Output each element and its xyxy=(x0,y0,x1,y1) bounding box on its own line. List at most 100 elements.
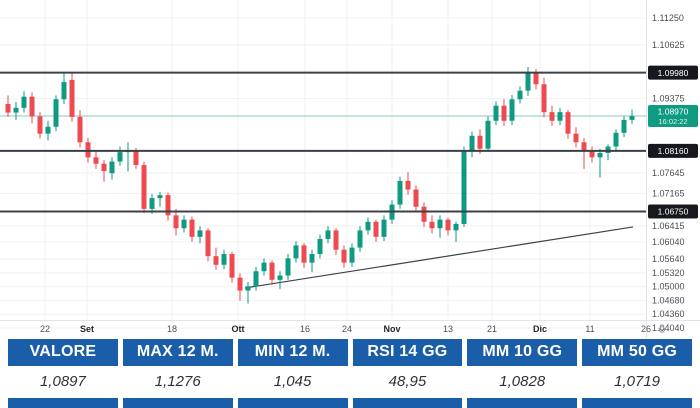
table-value-max-12m: 1,1276 xyxy=(122,366,233,398)
candle-body xyxy=(133,150,139,166)
x-axis-tick-label: Set xyxy=(80,324,94,334)
candle-down xyxy=(413,185,419,212)
candle-body xyxy=(333,230,339,250)
candle-down xyxy=(269,260,275,285)
candle-up xyxy=(109,157,115,180)
table-value-rsi-14gg: 48,95 xyxy=(352,366,463,398)
candle-body xyxy=(285,258,291,276)
candle-up xyxy=(285,254,291,280)
y-axis-tick-label: 1.11250 xyxy=(652,13,684,23)
x-axis-tick-label: Ott xyxy=(232,324,245,334)
x-axis-tick-label: Dic xyxy=(533,324,547,334)
table-value-row: 1,0897 1,1276 1,045 48,95 1,0828 1,0719 xyxy=(0,366,700,398)
y-axis-tick-label: 1.05320 xyxy=(652,268,685,278)
candle-body xyxy=(493,105,499,121)
candle-down xyxy=(37,112,43,139)
candle-body xyxy=(53,99,59,127)
candle-body xyxy=(597,152,603,158)
candle-down xyxy=(29,92,35,124)
candles xyxy=(5,67,635,304)
candle-body xyxy=(117,152,123,162)
price-level-badge xyxy=(648,143,698,158)
candle-up xyxy=(437,215,443,238)
candle-down xyxy=(93,150,99,169)
price-level-badge xyxy=(648,204,698,219)
candle-down xyxy=(405,172,411,195)
candle-up xyxy=(13,101,19,120)
candle-up xyxy=(309,249,315,273)
candle-up xyxy=(397,176,403,209)
candle-body xyxy=(325,230,331,239)
candle-body xyxy=(421,206,427,222)
x-axis-tick-label: 16 xyxy=(300,324,310,334)
candle-up xyxy=(21,91,27,113)
candle-up xyxy=(517,86,523,104)
candle-body xyxy=(149,198,155,209)
candle-body xyxy=(69,79,75,117)
candle-up xyxy=(349,243,355,267)
y-axis-tick-label: 1.07165 xyxy=(652,189,685,199)
table-header-row: VALORE MAX 12 M. MIN 12 M. RSI 14 GG MM … xyxy=(0,339,700,366)
candle-body xyxy=(93,157,99,164)
candle-body xyxy=(301,245,307,263)
x-axis-tick-label: 18 xyxy=(167,324,177,334)
price-chart[interactable]: 1.09980 1.08160 1.06750 1.11250 1.10625 1.093… xyxy=(0,0,700,338)
price-axis[interactable]: 1.11250 1.10625 1.09375 1.07645 1.07165 1.064… xyxy=(652,13,685,333)
candle-body xyxy=(613,132,619,147)
candle-up xyxy=(621,116,627,138)
candle-body xyxy=(77,116,83,143)
price-level-badge-label: 1.08160 xyxy=(658,146,689,156)
candle-up xyxy=(221,249,227,270)
trendline[interactable] xyxy=(244,226,634,289)
candle-down xyxy=(421,202,427,227)
candle-down xyxy=(373,219,379,242)
candlestick-chart-canvas: 1.09980 1.08160 1.06750 1.11250 1.10625 1.093… xyxy=(0,0,700,338)
y-axis-tick-label: 1.04040 xyxy=(652,323,685,333)
candle-body xyxy=(37,116,43,134)
candle-body xyxy=(525,72,531,91)
candle-down xyxy=(141,161,147,214)
candle-body xyxy=(109,161,115,174)
table-header-max-12m: MAX 12 M. xyxy=(122,339,233,366)
candle-down xyxy=(445,217,451,236)
candle-body xyxy=(157,195,163,199)
candle-body xyxy=(565,112,571,134)
time-axis[interactable]: 22 Set 18 Ott 16 24 Nov 13 21 Dic 11 26 xyxy=(40,324,651,334)
candle-body xyxy=(413,189,419,207)
candle-body xyxy=(397,180,403,205)
candle-body xyxy=(221,254,227,265)
candle-up xyxy=(261,258,267,276)
current-price-label: 1.08970 xyxy=(658,107,689,117)
candle-body xyxy=(429,221,435,229)
candle-up xyxy=(245,281,251,304)
candle-up xyxy=(461,146,467,227)
gear-icon[interactable]: ⚙ xyxy=(658,325,667,336)
candle-body xyxy=(365,221,371,231)
candle-down xyxy=(205,228,211,262)
candle-up xyxy=(381,215,387,242)
candle-up xyxy=(53,95,59,132)
candle-down xyxy=(333,228,339,255)
candle-down xyxy=(565,110,571,139)
candle-body xyxy=(229,254,235,278)
resistance-level: 1.09980 xyxy=(0,65,698,80)
y-axis-tick-label: 1.05640 xyxy=(652,254,685,264)
candle-up xyxy=(493,101,499,126)
candle-body xyxy=(85,142,91,158)
candle-body xyxy=(461,150,467,224)
candle-up xyxy=(181,215,187,233)
candle-body xyxy=(405,180,411,190)
candle-body xyxy=(605,146,611,153)
candle-down xyxy=(237,273,243,301)
candle-body xyxy=(21,96,27,108)
candle-down xyxy=(429,215,435,234)
candle-down xyxy=(341,245,347,268)
candle-body xyxy=(469,135,475,151)
candle-body xyxy=(541,84,547,113)
candle-up xyxy=(525,67,531,96)
bar-countdown-label: 16:02:22 xyxy=(658,117,687,126)
candle-up xyxy=(605,144,611,161)
candle-body xyxy=(189,219,195,237)
candle-down xyxy=(165,192,171,221)
